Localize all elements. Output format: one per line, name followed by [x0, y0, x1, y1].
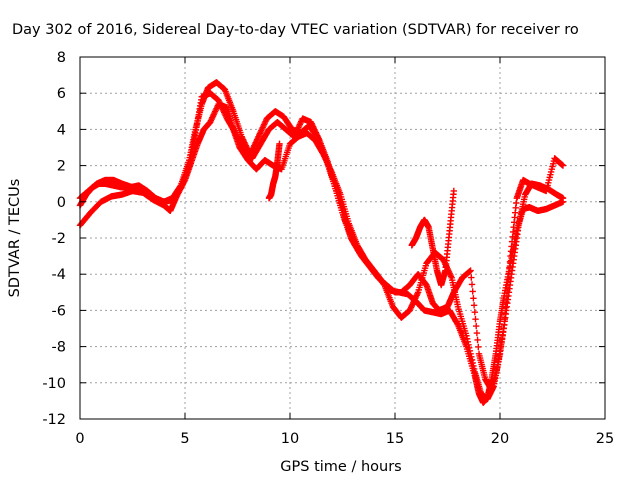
y-axis-label: SDTVAR / TECUs — [7, 179, 23, 298]
y-tick-label: 4 — [57, 122, 66, 138]
data-point — [467, 267, 474, 274]
data-point — [501, 321, 508, 329]
y-tick-label: -2 — [52, 231, 66, 247]
data-point — [504, 281, 512, 288]
y-tick-label: 8 — [57, 50, 66, 66]
data-point — [501, 315, 508, 323]
axis-ticks — [79, 56, 606, 420]
series-3 — [76, 90, 567, 394]
data-point — [502, 310, 509, 317]
data-point — [473, 329, 481, 337]
y-tick-label: -8 — [52, 340, 66, 356]
x-tick-label: 25 — [596, 431, 614, 447]
data-point — [504, 287, 511, 294]
y-tick-label: -6 — [52, 303, 66, 319]
y-tick-label: -12 — [42, 412, 66, 428]
data-point — [471, 309, 478, 316]
x-tick-label: 20 — [491, 431, 509, 447]
data-point — [469, 288, 476, 295]
x-tick-label: 5 — [180, 431, 189, 447]
x-tick-label: 0 — [75, 431, 84, 447]
series-4 — [265, 140, 457, 289]
x-axis-label: GPS time / hours — [280, 459, 401, 475]
data-point — [470, 295, 477, 302]
x-tick-label: 15 — [386, 431, 404, 447]
y-tick-label: -10 — [42, 376, 66, 392]
data-point — [472, 315, 479, 323]
data-points — [76, 79, 567, 406]
data-point — [468, 281, 476, 288]
y-tick-label: -4 — [52, 267, 66, 283]
y-tick-label: 2 — [57, 159, 66, 175]
data-point — [506, 264, 513, 271]
data-point — [276, 140, 283, 148]
data-point — [505, 270, 513, 277]
data-point — [450, 187, 457, 195]
data-point — [474, 336, 481, 344]
data-point — [470, 302, 478, 309]
chart-title: Day 302 of 2016, Sidereal Day-to-day VTE… — [12, 22, 579, 38]
data-point — [559, 162, 567, 169]
data-point — [468, 274, 475, 281]
grid-lines — [80, 57, 605, 419]
data-point — [506, 258, 514, 266]
data-point — [559, 194, 567, 202]
data-point — [503, 293, 511, 300]
y-tick-label: 0 — [57, 195, 66, 211]
y-tick-labels: -12 -10 -8 -6 -4 -2 0 2 4 6 8 — [42, 50, 66, 428]
y-tick-label: 6 — [57, 86, 66, 102]
data-point — [503, 298, 510, 306]
data-point — [505, 275, 512, 283]
x-tick-label: 10 — [281, 431, 299, 447]
data-point — [473, 322, 480, 330]
data-point — [475, 343, 482, 351]
data-point — [502, 304, 509, 311]
x-tick-labels: 0 5 10 15 20 25 — [75, 431, 614, 447]
